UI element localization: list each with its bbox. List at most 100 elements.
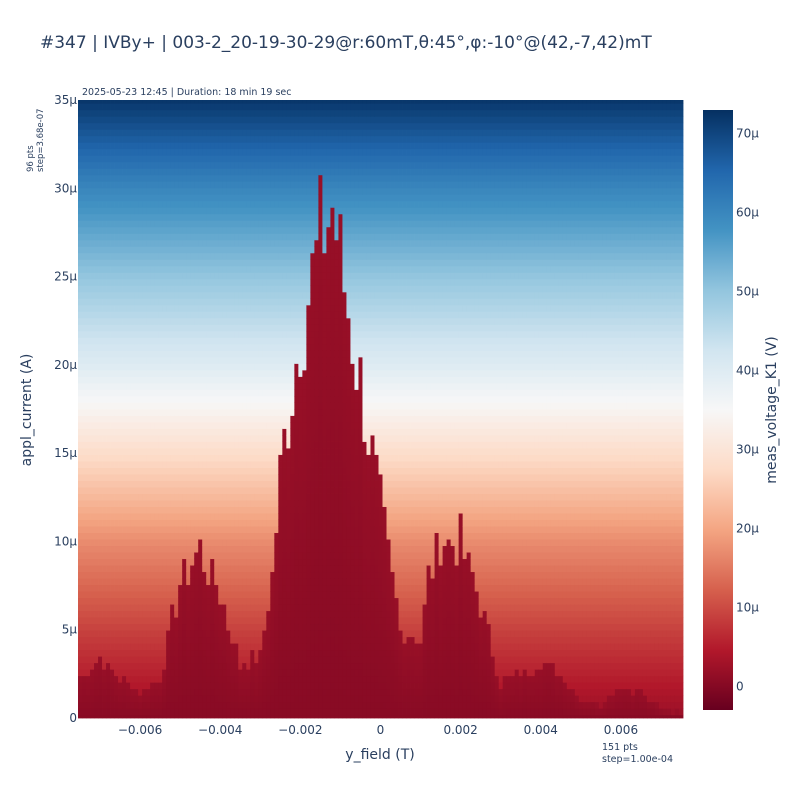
heatmap-cell bbox=[250, 148, 255, 156]
heatmap-cell bbox=[222, 513, 227, 520]
heatmap-cell bbox=[130, 181, 135, 189]
heatmap-cell bbox=[82, 337, 87, 345]
heatmap-cell bbox=[242, 402, 247, 410]
heatmap-cell bbox=[186, 565, 191, 573]
heatmap-cell bbox=[134, 265, 139, 273]
heatmap-cell bbox=[270, 122, 275, 130]
heatmap-cell bbox=[98, 382, 103, 390]
heatmap-cell bbox=[110, 662, 115, 670]
heatmap-cell bbox=[162, 239, 167, 247]
heatmap-cell bbox=[246, 662, 251, 670]
heatmap-cell bbox=[154, 435, 159, 442]
heatmap-cell bbox=[226, 324, 231, 332]
heatmap-cell bbox=[154, 259, 159, 267]
heatmap-cell bbox=[158, 708, 163, 716]
heatmap-cell bbox=[238, 448, 243, 455]
heatmap-cell bbox=[106, 493, 111, 501]
heatmap-cell bbox=[170, 467, 175, 475]
heatmap-cell bbox=[210, 213, 215, 221]
heatmap-cell bbox=[282, 187, 287, 195]
heatmap-cell bbox=[118, 259, 123, 267]
heatmap-cell bbox=[194, 168, 199, 176]
heatmap-cell bbox=[114, 578, 119, 586]
heatmap-cell bbox=[254, 571, 259, 579]
heatmap-cell bbox=[146, 100, 151, 104]
heatmap-cell bbox=[222, 435, 227, 442]
heatmap-cell bbox=[134, 402, 139, 410]
heatmap-cell bbox=[138, 526, 143, 533]
heatmap-cell bbox=[246, 265, 251, 273]
heatmap-cell bbox=[194, 526, 199, 533]
heatmap-cell bbox=[218, 278, 223, 286]
heatmap-cell bbox=[214, 155, 219, 163]
heatmap-cell bbox=[150, 252, 155, 260]
heatmap-cell bbox=[106, 168, 111, 176]
heatmap-cell bbox=[122, 252, 127, 260]
heatmap-cell bbox=[226, 291, 231, 299]
heatmap-cell bbox=[266, 194, 271, 202]
heatmap-cell bbox=[166, 623, 171, 631]
heatmap-cell bbox=[274, 584, 279, 592]
heatmap-cell bbox=[234, 298, 239, 306]
heatmap-cell bbox=[218, 395, 223, 403]
heatmap-cell bbox=[82, 148, 87, 156]
heatmap-cell bbox=[262, 389, 267, 397]
heatmap-cell bbox=[154, 545, 159, 553]
heatmap-cell bbox=[218, 174, 223, 182]
heatmap-cell bbox=[90, 304, 95, 312]
heatmap-cell bbox=[278, 558, 283, 566]
heatmap-cell bbox=[162, 441, 167, 449]
heatmap-cell bbox=[190, 682, 195, 690]
heatmap-cell bbox=[158, 565, 163, 573]
heatmap-cell bbox=[190, 448, 195, 455]
heatmap-cell bbox=[210, 285, 215, 293]
heatmap-cell bbox=[122, 395, 127, 403]
heatmap-cell bbox=[270, 161, 275, 169]
heatmap-cell bbox=[190, 565, 195, 573]
heatmap-cell bbox=[218, 584, 223, 592]
heatmap-cell bbox=[106, 304, 111, 312]
heatmap-cell bbox=[234, 330, 239, 338]
heatmap-cell bbox=[246, 148, 251, 156]
heatmap-cell bbox=[86, 519, 91, 527]
heatmap-cell bbox=[278, 304, 283, 312]
heatmap-cell bbox=[222, 395, 227, 403]
heatmap-cell bbox=[218, 467, 223, 475]
heatmap-cell bbox=[218, 545, 223, 553]
heatmap-cell bbox=[98, 298, 103, 306]
heatmap-cell bbox=[226, 558, 231, 566]
heatmap-cell bbox=[250, 220, 255, 228]
heatmap-cell bbox=[194, 578, 199, 586]
heatmap-cells[interactable] bbox=[78, 100, 684, 719]
heatmap-cell bbox=[182, 265, 187, 273]
heatmap-cell bbox=[202, 597, 207, 605]
heatmap-cell bbox=[86, 558, 91, 566]
heatmap-cell bbox=[82, 662, 87, 670]
heatmap-cell bbox=[214, 324, 219, 332]
heatmap-cell bbox=[206, 402, 211, 410]
heatmap-cell bbox=[178, 448, 183, 455]
heatmap-cell bbox=[246, 539, 251, 547]
heatmap-cell bbox=[250, 330, 255, 338]
heatmap-cell bbox=[110, 565, 115, 573]
heatmap-cell bbox=[242, 356, 247, 364]
heatmap-cell bbox=[206, 103, 211, 111]
heatmap-cell bbox=[86, 233, 91, 241]
heatmap-cell bbox=[130, 135, 135, 143]
heatmap-cell bbox=[282, 578, 287, 586]
heatmap-cell bbox=[158, 168, 163, 176]
heatmap-cell bbox=[114, 109, 119, 117]
heatmap-cell bbox=[182, 454, 187, 462]
heatmap-cell bbox=[230, 291, 235, 299]
heatmap-cell bbox=[138, 558, 143, 566]
heatmap-cell bbox=[266, 103, 271, 111]
heatmap-cell bbox=[126, 571, 131, 579]
heatmap-cell bbox=[158, 467, 163, 475]
heatmap-cell bbox=[246, 246, 251, 254]
heatmap-cell bbox=[162, 695, 167, 703]
heatmap-cell bbox=[226, 669, 231, 677]
heatmap-cell bbox=[266, 291, 271, 299]
heatmap-cell bbox=[170, 545, 175, 553]
heatmap-cell bbox=[242, 532, 247, 540]
